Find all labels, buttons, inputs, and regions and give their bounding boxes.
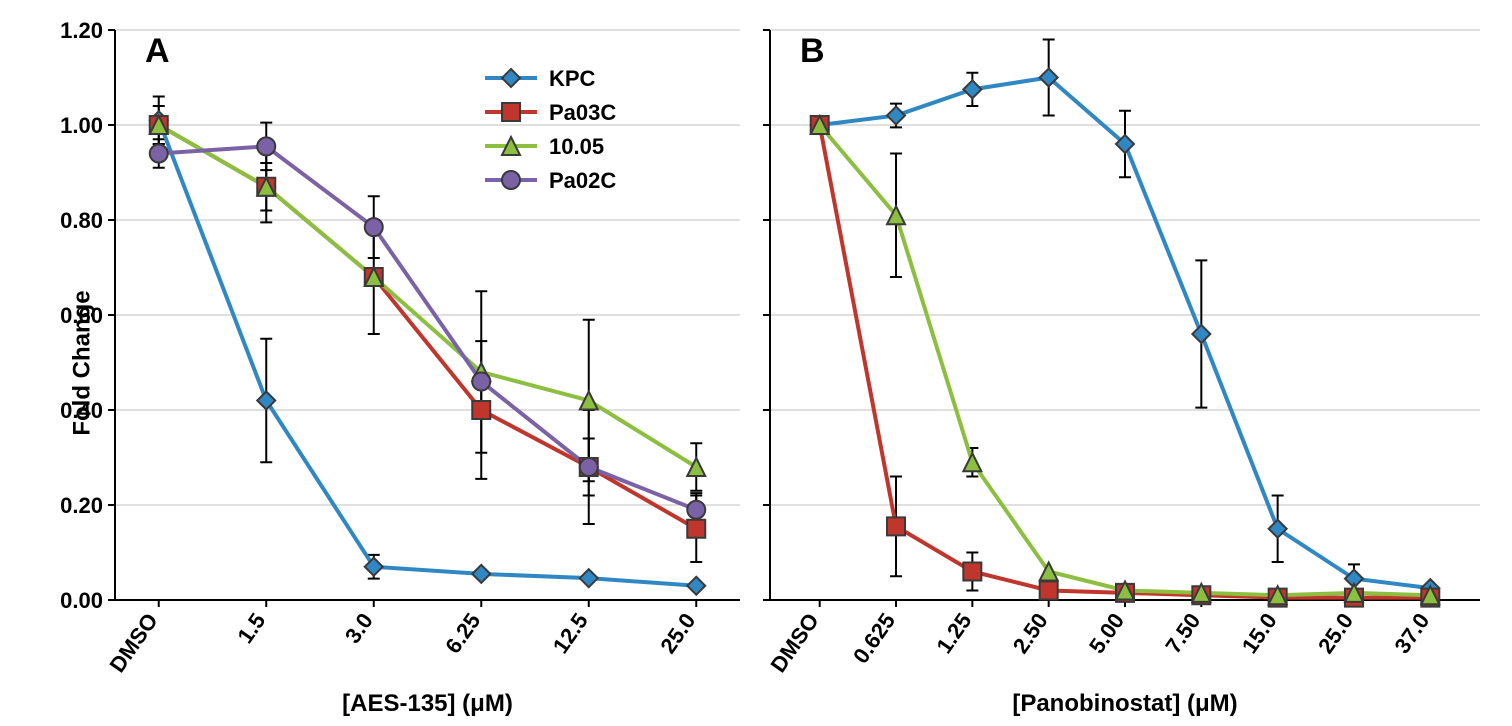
svg-text:2.50: 2.50 (1008, 609, 1053, 658)
svg-text:1.20: 1.20 (60, 18, 103, 43)
svg-text:10.05: 10.05 (549, 134, 604, 159)
svg-text:A: A (145, 32, 170, 70)
svg-text:25.0: 25.0 (655, 609, 700, 658)
svg-text:15.0: 15.0 (1237, 609, 1282, 658)
svg-text:12.5: 12.5 (548, 609, 593, 658)
svg-text:0.625: 0.625 (848, 609, 900, 668)
svg-text:Pa02C: Pa02C (549, 168, 616, 193)
svg-text:0.20: 0.20 (60, 493, 103, 518)
svg-text:1.00: 1.00 (60, 113, 103, 138)
svg-text:0.00: 0.00 (60, 588, 103, 613)
svg-text:KPC: KPC (549, 66, 596, 91)
svg-text:1.5: 1.5 (232, 609, 270, 648)
figure: 0.000.200.400.600.801.001.20DMSO1.53.06.… (0, 0, 1512, 726)
svg-text:3.0: 3.0 (340, 609, 378, 648)
chart-svg: 0.000.200.400.600.801.001.20DMSO1.53.06.… (0, 0, 1512, 726)
svg-text:B: B (800, 32, 825, 70)
svg-text:1.25: 1.25 (931, 609, 976, 658)
svg-text:6.25: 6.25 (440, 609, 485, 658)
svg-text:DMSO: DMSO (765, 609, 823, 677)
svg-text:25.0: 25.0 (1313, 609, 1358, 658)
x-axis-label-panel-a: [AES-135] (μM) (115, 690, 740, 718)
svg-text:0.80: 0.80 (60, 208, 103, 233)
svg-text:37.0: 37.0 (1389, 609, 1434, 658)
x-axis-label-panel-b: [Panobinostat] (μM) (770, 690, 1480, 718)
svg-text:DMSO: DMSO (105, 609, 163, 677)
svg-text:7.50: 7.50 (1160, 609, 1205, 658)
svg-text:5.00: 5.00 (1084, 609, 1129, 658)
svg-text:Pa03C: Pa03C (549, 100, 616, 125)
y-axis-label: Fold Change (69, 290, 97, 435)
